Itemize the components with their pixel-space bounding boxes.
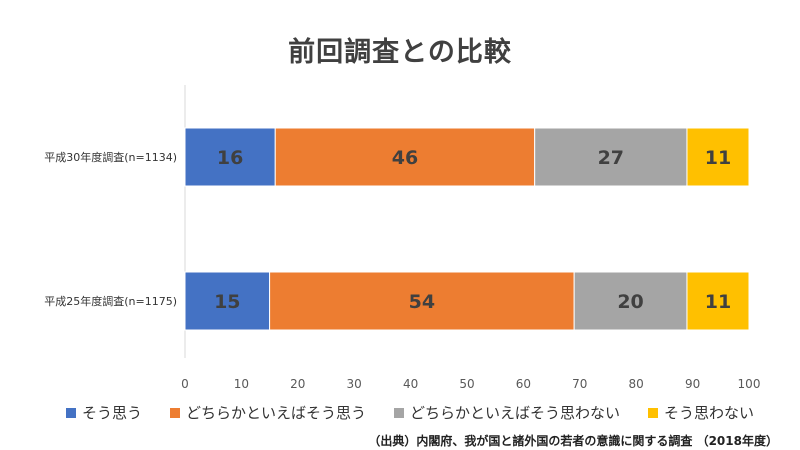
x-tick-label: 10: [234, 377, 249, 391]
bar-segment: [184, 127, 276, 187]
bar-segment: [686, 127, 750, 187]
data-label: 20: [617, 291, 643, 313]
category-label: 平成25年度調査(n=1175): [44, 294, 177, 308]
source-note: （出典）内閣府、我が国と諸外国の若者の意識に関する調査 （2018年度）: [368, 434, 778, 448]
legend-swatch: [648, 407, 659, 418]
category-label: 平成30年度調査(n=1134): [44, 150, 177, 164]
data-label: 27: [598, 147, 624, 169]
x-tick-label: 40: [403, 377, 418, 391]
legend-swatch: [66, 407, 76, 418]
bar-segment: [274, 127, 536, 187]
legend-item: どちらかといえばそう思う: [170, 402, 366, 423]
legend-label: そう思わない: [664, 404, 755, 422]
x-tick-label: 60: [516, 377, 531, 391]
bar-segment: [184, 271, 271, 331]
bar-segment: [269, 271, 575, 331]
legend-label: どちらかといえばそう思う: [186, 404, 367, 422]
legend-swatch: [394, 407, 405, 418]
legend-item: そう思わない: [648, 402, 754, 423]
data-label: 16: [217, 147, 243, 169]
x-tick-label: 0: [181, 377, 189, 391]
legend-item: そう思う: [66, 402, 142, 423]
chart-title: 前回調査との比較: [288, 37, 512, 68]
x-tick-label: 80: [629, 377, 644, 391]
x-tick-label: 20: [290, 377, 305, 391]
bar-segment: [534, 127, 688, 187]
data-label: 11: [705, 291, 731, 313]
x-tick-label: 70: [572, 377, 587, 391]
legend: そう思う どちらかといえばそう思う どちらかといえばそう思わない そう思わない: [66, 402, 754, 423]
x-tick-label: 90: [685, 377, 700, 391]
data-label: 15: [214, 291, 240, 313]
data-label: 11: [705, 147, 731, 169]
x-tick-label: 50: [459, 377, 474, 391]
x-tick-label: 100: [738, 377, 761, 391]
legend-label: そう思う: [82, 404, 143, 422]
data-label: 46: [392, 147, 418, 169]
legend-swatch: [170, 407, 181, 418]
bar-segment: [686, 271, 750, 331]
legend-item: どちらかといえばそう思わない: [394, 402, 620, 423]
legend-label: どちらかといえばそう思わない: [410, 404, 621, 422]
data-label: 54: [409, 291, 435, 313]
x-tick-label: 30: [347, 377, 362, 391]
